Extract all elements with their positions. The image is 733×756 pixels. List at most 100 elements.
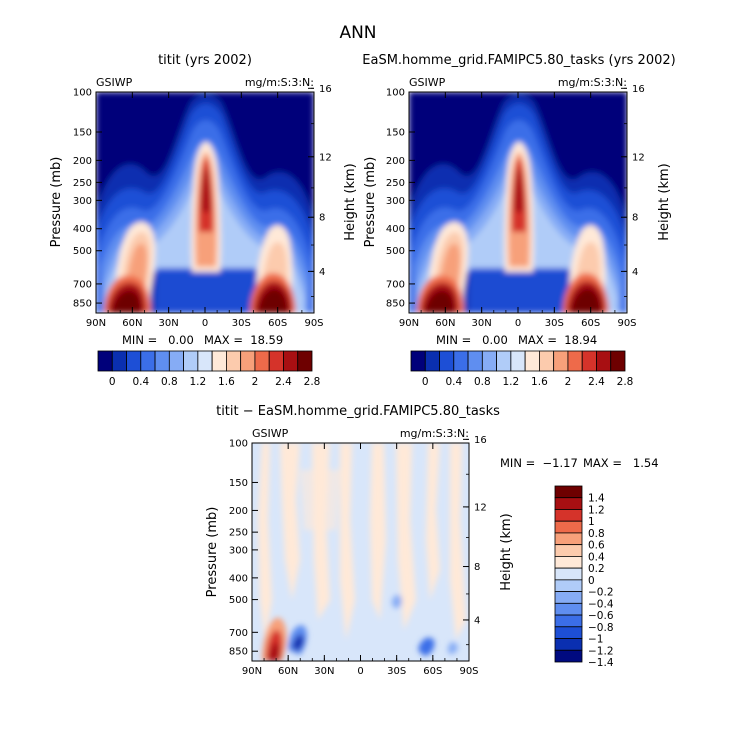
panel-b-max: MAX = 18.94 xyxy=(518,333,597,347)
panel-b-min: MIN = 0.00 xyxy=(436,333,508,347)
panel-c-y2tick-label: 12 xyxy=(474,502,487,513)
panel-c-colorbar-label: −1.2 xyxy=(588,645,614,657)
panel-b-colorbar-swatch xyxy=(610,350,626,372)
panel-b-y2tick-label: 12 xyxy=(632,152,645,163)
panel-c-colorbar-label: 1 xyxy=(588,516,595,528)
panel-c-colorbar-label: 0 xyxy=(588,575,595,587)
panel-a-ylabel: Pressure (mb) xyxy=(49,157,64,248)
panel-a-colorbar-swatch xyxy=(183,350,199,372)
panel-a-colorbar-swatch xyxy=(97,350,113,372)
panel-b-colorbar-swatch xyxy=(410,350,426,372)
panel-b-xtick-label: 90S xyxy=(617,318,636,329)
panel-a-colorbar-swatch xyxy=(154,350,170,372)
panel-a-colorbar-label: 0.4 xyxy=(132,376,149,388)
panel-c-colorbar-label: 1.4 xyxy=(588,493,605,505)
panel-a-y2tick-label: 16 xyxy=(319,84,332,95)
panel-c-ytick-label: 500 xyxy=(229,595,248,606)
panel-a-xtick-label: 0 xyxy=(202,318,208,329)
panel-a-min: MIN = 0.00 xyxy=(122,333,194,347)
panel-c-ytick-label: 200 xyxy=(229,506,248,517)
panel-c-colorbar-swatch xyxy=(554,602,583,616)
panel-b-colorbar-label: 2.8 xyxy=(617,376,634,388)
panel-a-right-label: mg/m:S:3:N: xyxy=(245,76,314,89)
panel-b-colorbar-swatch xyxy=(539,350,555,372)
panel-a-xtick-label: 90S xyxy=(304,318,323,329)
panel-a-colorbar-swatch xyxy=(268,350,284,372)
panel-c-colorbar-swatch xyxy=(554,614,583,628)
panel-b-colorbar-swatch xyxy=(510,350,526,372)
panel-c-min: MIN = −1.17 xyxy=(500,456,578,470)
panel-a-colorbar-swatch xyxy=(297,350,313,372)
panel-a-colorbar-label: 2 xyxy=(252,376,259,388)
panel-a-colorbar-label: 1.2 xyxy=(190,376,207,388)
panel-a-colorbar-label: 0 xyxy=(109,376,116,388)
panel-a-xtick-label: 60N xyxy=(122,318,142,329)
panel-b-xtick-label: 30N xyxy=(472,318,492,329)
panel-a-colorbar-label: 2.8 xyxy=(304,376,321,388)
panel-a-ytick-label: 700 xyxy=(73,279,92,290)
panel-a-ytick-label: 250 xyxy=(73,178,92,189)
panel-c-ytick-label: 400 xyxy=(229,573,248,584)
panel-c-colorbar-swatch xyxy=(554,497,583,510)
panel-c-colorbar-swatch xyxy=(554,485,583,499)
panel-b: EaSM.homme_grid.FAMIPC5.80_tasks (yrs 20… xyxy=(362,53,675,388)
panel-a-ytick-label: 500 xyxy=(73,246,92,257)
panel-b-xtick-label: 90N xyxy=(399,318,419,329)
panel-a-colorbar-swatch xyxy=(126,350,142,372)
panel-b-colorbar-swatch xyxy=(439,350,455,372)
panel-c-colorbar-swatch xyxy=(554,520,583,534)
panel-b-colorbar-swatch xyxy=(481,350,498,372)
panel-c-xtick-label: 60N xyxy=(278,666,298,677)
panel-c-ytick-label: 100 xyxy=(229,439,248,450)
panel-b-ytick-label: 100 xyxy=(386,88,405,99)
panel-c-y2label: Height (km) xyxy=(499,513,514,590)
panel-b-colorbar-swatch xyxy=(453,350,469,372)
panel-b-ytick-label: 500 xyxy=(386,246,405,257)
panel-c-colorbar-label: 0.8 xyxy=(588,528,605,540)
panel-c-colorbar-label: 0.4 xyxy=(588,551,605,563)
panel-c-ytick-label: 250 xyxy=(229,528,248,539)
panel-a-colorbar-swatch xyxy=(197,350,213,372)
panel-b-colorbar-swatch xyxy=(553,350,569,372)
panel-b-y2tick-label: 8 xyxy=(632,213,638,224)
panel-a-colorbar-swatch xyxy=(111,350,127,372)
panel-c-xtick-label: 0 xyxy=(357,666,363,677)
panel-c-ylabel: Pressure (mb) xyxy=(205,507,220,598)
panel-b-colorbar-swatch xyxy=(581,350,597,372)
panel-c-max: MAX = 1.54 xyxy=(583,456,659,470)
panel-a-ytick-label: 200 xyxy=(73,156,92,167)
panel-a-colorbar-swatch xyxy=(211,350,227,372)
panel-a-ytick-label: 400 xyxy=(73,224,92,235)
panel-b-y2tick-label: 16 xyxy=(632,84,645,95)
panel-b-y2tick-label: 4 xyxy=(632,267,638,278)
panel-b-y2label: Height (km) xyxy=(657,163,672,240)
panel-a-xtick-label: 30S xyxy=(232,318,251,329)
panel-a-xtick-label: 90N xyxy=(86,318,106,329)
panel-b-colorbar-label: 0 xyxy=(422,376,429,388)
panel-b-ylabel: Pressure (mb) xyxy=(363,157,378,248)
panel-c-ytick-label: 850 xyxy=(229,647,248,658)
panel-b-ytick-label: 250 xyxy=(386,178,405,189)
panel-b-field xyxy=(409,92,627,313)
panel-c-xtick-label: 30N xyxy=(314,666,334,677)
panel-c-colorbar-swatch xyxy=(554,638,583,651)
panel-c-colorbar-label: 1.2 xyxy=(588,504,605,516)
panel-b-colorbar-swatch xyxy=(467,350,483,372)
panel-c-colorbar-label: −0.4 xyxy=(588,598,614,610)
panel-c-colorbar-swatch xyxy=(554,626,583,639)
panel-a-colorbar-label: 2.4 xyxy=(275,376,292,388)
panel-c-colorbar-swatch xyxy=(554,509,583,522)
panel-a-ytick-label: 300 xyxy=(73,196,92,207)
panel-c-colorbar-label: −1 xyxy=(588,634,603,646)
panel-b-xtick-label: 60N xyxy=(435,318,455,329)
panel-a-y2tick-label: 4 xyxy=(319,267,325,278)
panel-b-ytick-label: 400 xyxy=(386,224,405,235)
panel-b-colorbar-swatch xyxy=(596,350,612,372)
panel-c-colorbar-label: −0.6 xyxy=(588,610,614,622)
panel-c-colorbar-swatch xyxy=(554,591,583,604)
panel-c-colorbar-label: −0.2 xyxy=(588,587,614,599)
panel-b-xtick-label: 0 xyxy=(515,318,521,329)
panel-c-xtick-label: 90S xyxy=(459,666,478,677)
panel-a-xtick-label: 30N xyxy=(159,318,179,329)
